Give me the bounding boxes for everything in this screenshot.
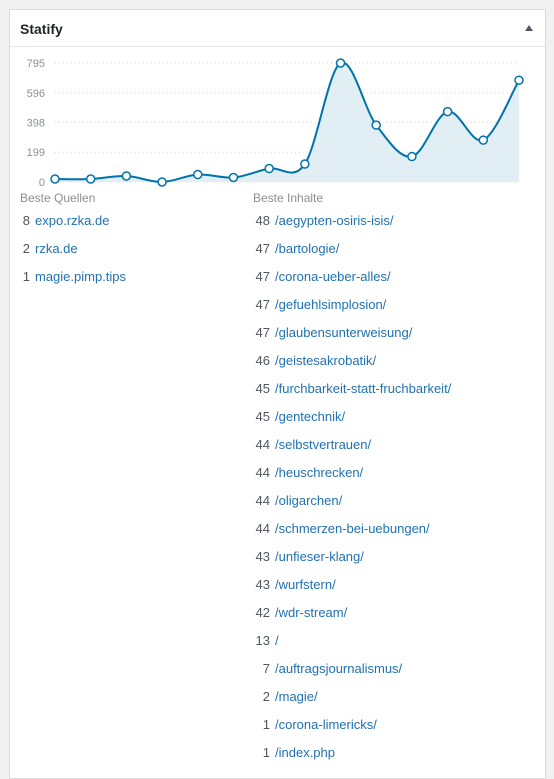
item-link[interactable]: /index.php <box>275 745 335 760</box>
content-label: Beste Inhalte <box>253 191 324 205</box>
item-count: 47 <box>255 297 270 312</box>
list-item: 43/unfieser-klang/ <box>244 543 451 571</box>
item-count: 45 <box>255 409 270 424</box>
item-count: 44 <box>255 465 270 480</box>
item-count: 7 <box>262 661 270 676</box>
item-count: 2 <box>22 241 30 256</box>
item-count: 13 <box>255 633 270 648</box>
list-item: 43/wurfstern/ <box>244 571 451 599</box>
item-count: 2 <box>262 689 270 704</box>
data-point[interactable] <box>264 163 274 174</box>
list-item: 13 / <box>244 627 451 655</box>
list-item: 42/wdr-stream/ <box>244 599 451 627</box>
y-tick-label: 596 <box>27 88 45 100</box>
data-point[interactable] <box>371 120 381 130</box>
list-item: 8 expo.rzka.de <box>10 207 126 235</box>
item-count: 45 <box>255 381 270 396</box>
list-item: 44/selbstvertrauen/ <box>244 431 451 459</box>
item-link[interactable]: / <box>275 633 279 648</box>
data-point[interactable] <box>300 159 310 169</box>
item-link[interactable]: /gentechnik/ <box>275 409 346 424</box>
list-item: 1/index.php <box>244 739 451 767</box>
data-point[interactable] <box>157 177 167 187</box>
data-point[interactable] <box>193 169 203 180</box>
list-item: 47/gefuehlsimplosion/ <box>244 291 451 319</box>
item-link[interactable]: /schmerzen-bei-uebungen/ <box>275 521 430 536</box>
data-point[interactable] <box>407 151 417 162</box>
item-link[interactable]: /wdr-stream/ <box>275 605 348 620</box>
list-item: 2 rzka.de <box>10 235 126 263</box>
data-point[interactable] <box>50 174 60 184</box>
list-item: 48/aegypten-osiris-isis/ <box>244 207 451 235</box>
data-point[interactable] <box>121 171 132 181</box>
item-link[interactable]: /heuschrecken/ <box>275 465 364 480</box>
top-content-list: 48/aegypten-osiris-isis/47/bartologie/47… <box>244 207 452 767</box>
item-count: 44 <box>255 493 270 508</box>
statify-widget: Statify 0 199 398 596 795 Beste Quellen Best… <box>9 9 546 779</box>
list-item: 2/magie/ <box>244 683 451 711</box>
item-link[interactable]: /bartologie/ <box>275 241 340 256</box>
item-count: 47 <box>255 269 270 284</box>
item-link[interactable]: expo.rzka.de <box>35 213 110 228</box>
list-item: 44/oligarchen/ <box>244 487 451 515</box>
item-link[interactable]: magie.pimp.tips <box>35 269 127 284</box>
item-count: 44 <box>255 437 270 452</box>
list-item: 7/auftragsjournalismus/ <box>244 655 451 683</box>
item-link[interactable]: /selbstvertrauen/ <box>275 437 372 452</box>
sources-label: Beste Quellen <box>20 191 96 205</box>
list-item: 45/gentechnik/ <box>244 403 451 431</box>
item-count: 1 <box>262 717 270 732</box>
list-item: 44/heuschrecken/ <box>244 459 451 487</box>
triangle-up-icon[interactable] <box>525 25 533 31</box>
list-item: 46/geistesakrobatik/ <box>244 347 451 375</box>
item-link[interactable]: /corona-ueber-alles/ <box>275 269 391 284</box>
y-tick-label: 795 <box>27 58 45 70</box>
item-count: 43 <box>255 577 270 592</box>
item-link[interactable]: /magie/ <box>275 689 318 704</box>
list-item: 47/glaubensunterweisung/ <box>244 319 451 347</box>
item-count: 1 <box>262 745 270 760</box>
item-link[interactable]: /glaubensunterweisung/ <box>275 325 413 340</box>
y-tick-label: 398 <box>27 117 45 129</box>
top-sources-list: 8 expo.rzka.de 2 rzka.de 1 magie.pimp.tips <box>10 207 126 291</box>
item-count: 43 <box>255 549 270 564</box>
item-link[interactable]: /oligarchen/ <box>275 493 343 508</box>
item-count: 1 <box>22 269 30 284</box>
data-point[interactable] <box>85 174 96 184</box>
item-count: 47 <box>255 325 270 340</box>
list-item: 1 magie.pimp.tips <box>10 263 126 291</box>
list-item: 44/schmerzen-bei-uebungen/ <box>244 515 451 543</box>
item-link[interactable]: /wurfstern/ <box>275 577 336 592</box>
item-count: 47 <box>255 241 270 256</box>
item-count: 8 <box>22 213 30 228</box>
item-link[interactable]: /furchbarkeit-statt-fruchbarkeit/ <box>275 381 452 396</box>
list-item: 45/furchbarkeit-statt-fruchbarkeit/ <box>244 375 452 403</box>
item-link[interactable]: /corona-limericks/ <box>275 717 377 732</box>
data-point[interactable] <box>442 106 453 117</box>
data-point[interactable] <box>514 75 524 85</box>
item-link[interactable]: rzka.de <box>35 241 78 256</box>
list-item: 1/corona-limericks/ <box>244 711 451 739</box>
widget-title: Statify <box>20 21 63 37</box>
data-point[interactable] <box>228 172 239 183</box>
data-point[interactable] <box>335 58 346 68</box>
item-link[interactable]: /unfieser-klang/ <box>275 549 364 564</box>
item-link[interactable]: /gefuehlsimplosion/ <box>275 297 387 312</box>
data-point[interactable] <box>478 135 489 145</box>
widget-header[interactable]: Statify <box>10 10 545 47</box>
y-tick-label: 199 <box>27 147 45 159</box>
item-count: 44 <box>255 521 270 536</box>
item-count: 46 <box>255 353 270 368</box>
series-area <box>55 62 519 183</box>
item-link[interactable]: /aegypten-osiris-isis/ <box>275 213 394 228</box>
item-count: 48 <box>255 213 270 228</box>
item-link[interactable]: /auftragsjournalismus/ <box>275 661 403 676</box>
y-tick-label: 0 <box>39 177 45 189</box>
item-link[interactable]: /geistesakrobatik/ <box>275 353 377 368</box>
visits-chart: 0 199 398 596 795 <box>27 58 524 189</box>
list-item: 47/bartologie/ <box>244 235 451 263</box>
list-item: 47/corona-ueber-alles/ <box>244 263 451 291</box>
item-count: 42 <box>255 605 270 620</box>
